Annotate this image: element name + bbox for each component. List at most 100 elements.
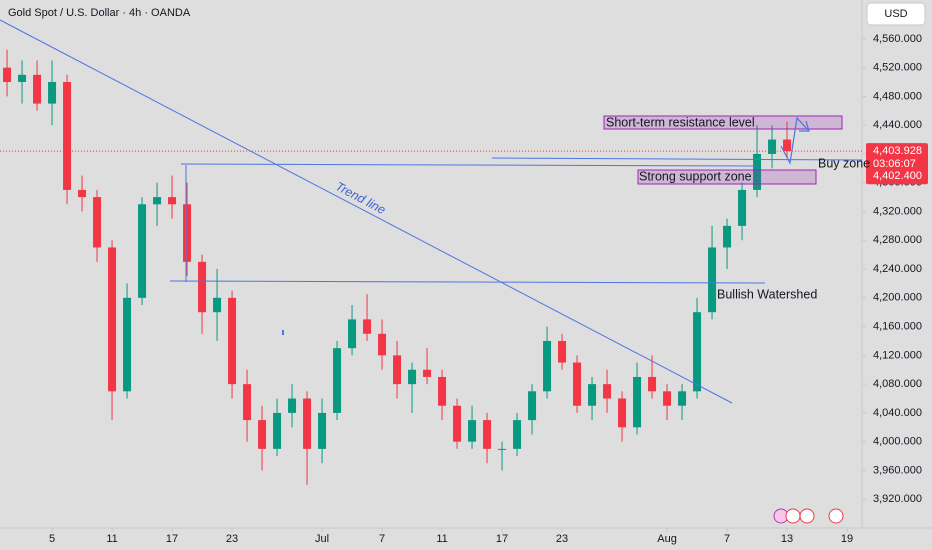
x-tick-label: 23 (556, 533, 568, 545)
candle-body (738, 189, 747, 226)
y-tick-label: 4,560.000 (873, 33, 922, 45)
candle-body (363, 319, 372, 334)
y-tick-label: 3,920.000 (873, 493, 922, 505)
candle-body (228, 297, 237, 385)
candle-body (663, 391, 672, 406)
support-box (637, 169, 817, 185)
candle-body (33, 74, 42, 104)
candle-body (348, 319, 357, 349)
y-tick-label: 4,080.000 (873, 378, 922, 390)
resistance-box (603, 115, 843, 130)
candle-body (258, 420, 267, 449)
y-tick-label: 4,000.000 (873, 436, 922, 448)
candle-body (3, 67, 12, 83)
candle-body (468, 420, 477, 442)
candle-body (333, 348, 342, 413)
arrow-head (799, 120, 810, 132)
candle-body (678, 391, 687, 406)
candle-body (618, 398, 627, 428)
x-tick-label: 17 (166, 533, 178, 545)
candle-body (648, 376, 657, 392)
annotation: Short-term resistance level (606, 115, 755, 129)
candle-body (438, 376, 447, 406)
candle-body (303, 398, 312, 449)
last-price: 4,403.928 (873, 145, 922, 157)
event-icon (799, 508, 815, 524)
last-price-tag (866, 143, 928, 174)
candle-body (288, 398, 297, 413)
x-tick-label: Aug (657, 533, 677, 545)
y-tick-label: 4,520.000 (873, 62, 922, 74)
y-tick-label: 4,040.000 (873, 407, 922, 419)
event-icons (773, 508, 844, 524)
candle-body (153, 197, 162, 205)
trend-line (0, 19, 733, 404)
candle-body (573, 362, 582, 406)
candle-body (693, 312, 702, 392)
candle-body (183, 204, 192, 262)
y-tick-label: 4,280.000 (873, 234, 922, 246)
candle-body (753, 153, 762, 190)
candle-body (198, 261, 207, 313)
y-tick-label: 3,960.000 (873, 464, 922, 476)
y-tick-label: 4,200.000 (873, 292, 922, 304)
x-tick-label: 19 (841, 533, 853, 545)
candle-body (123, 297, 132, 392)
candle-body (168, 197, 177, 205)
candle-body (483, 420, 492, 449)
x-tick-label: 5 (49, 533, 55, 545)
candle-body (48, 82, 57, 104)
candle-body (408, 369, 417, 385)
candle-body (603, 384, 612, 399)
x-tick-label: 11 (106, 533, 117, 545)
buy-zone-line (491, 157, 863, 161)
bid-price-tag (866, 168, 928, 185)
x-tick-label: 7 (379, 533, 385, 545)
candle-body (378, 333, 387, 356)
x-tick-label: 7 (724, 533, 730, 545)
candle-body (543, 340, 552, 392)
candle-body (213, 297, 222, 313)
y-tick-label: 4,440.000 (873, 119, 922, 131)
y-tick-label: 4,120.000 (873, 349, 922, 361)
candle-body (93, 197, 102, 248)
candle-body (138, 204, 147, 298)
candles (3, 49, 792, 485)
annotation: Strong support zone (639, 169, 752, 183)
candle-body (243, 384, 252, 421)
x-tick-label: 13 (781, 533, 793, 545)
candle-body (78, 189, 87, 198)
candle-body (273, 412, 282, 449)
event-icon (785, 508, 801, 524)
candle-body (453, 405, 462, 442)
candle-body (513, 420, 522, 449)
candle-body (723, 225, 732, 248)
x-tick-label: 11 (436, 533, 447, 545)
candle-body (708, 247, 717, 313)
currency[interactable]: USD (884, 8, 907, 20)
y-tick-label: 4,320.000 (873, 205, 922, 217)
candle-body (393, 355, 402, 385)
bid-price: 4,402.400 (873, 170, 922, 182)
countdown: 03:06:07 (873, 158, 916, 170)
candle-body (768, 139, 777, 154)
y-tick-label: 4,160.000 (873, 320, 922, 332)
candle-body (528, 391, 537, 421)
projection-arrow (780, 116, 810, 165)
x-tick-label: Jul (315, 533, 329, 545)
x-tick-label: 17 (496, 533, 508, 545)
candle-body (783, 139, 792, 152)
chart-title: Gold Spot / U.S. Dollar · 4h · OANDA (8, 7, 191, 19)
candle-body (633, 376, 642, 428)
candle-body (558, 340, 567, 363)
candle-body (18, 74, 27, 83)
currency-button[interactable] (866, 2, 926, 26)
annotation: Buy zone (818, 156, 870, 170)
resistance-line (180, 163, 758, 167)
candle-body (318, 412, 327, 449)
watershed-line (169, 280, 766, 284)
annotation: Bullish Watershed (717, 287, 817, 301)
